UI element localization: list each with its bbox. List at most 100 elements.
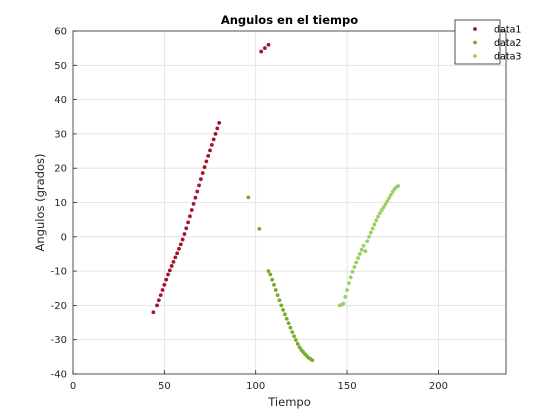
data1-point [177,246,181,251]
data2-point [288,325,293,330]
data3-point [354,260,359,265]
data3-point [390,189,395,194]
data2-point [292,334,296,339]
data1-point [206,153,211,158]
data1-point [215,126,220,131]
data3-point [352,265,357,269]
y-tick-label: 20 [54,164,67,175]
data1-point [171,259,176,264]
data3-point [374,218,379,223]
data1-point [173,255,178,260]
data1-point [197,183,201,188]
y-tick-label: 40 [54,95,67,106]
data2-point [286,321,291,326]
legend-label-data3: data3 [494,52,521,63]
data1-point [158,293,163,298]
data1-point [204,159,209,164]
data2-point [273,288,278,292]
x-tick-label: 200 [429,381,448,392]
data1-point [259,49,264,54]
data1-point [164,277,169,282]
data3-point [343,294,348,299]
data1-point [162,282,167,287]
grid [73,31,506,374]
data3-point [385,199,390,204]
data2-point [297,345,302,350]
data1-point [166,272,170,277]
data2-point [266,269,271,273]
data2-point [270,277,275,282]
data2-point [295,341,300,346]
y-tick-label: -10 [51,267,67,278]
x-tick-label: 0 [70,381,76,392]
data3-point [383,202,388,207]
data2-point [257,227,262,231]
data1-point [151,310,156,315]
data3-point [356,256,360,260]
data2-point [279,303,284,308]
data1-point [217,121,222,125]
legend-marker-data2 [473,40,477,45]
y-axis-label: Angulos (grados) [33,154,47,252]
data3-point [367,234,371,239]
data3-point [361,243,366,248]
data3-point [365,239,370,244]
data1-point [155,303,159,308]
y-tick-label: 10 [54,198,67,209]
data3-point [388,193,393,197]
legend-marker-data3 [473,54,477,58]
data1-point [193,195,198,200]
y-tick-label: 0 [61,232,67,243]
data3-point [387,196,391,200]
legend-label-data1: data1 [494,25,521,36]
data3-point [376,214,381,219]
data2-point [272,282,276,287]
data2-point [277,298,282,303]
data2-point [283,312,287,317]
data1-point [182,232,187,236]
data3-point [341,301,346,306]
y-tick-label: 30 [54,129,67,140]
data1-point [198,177,203,182]
data2-point [284,316,289,321]
y-tick-label: 60 [54,27,67,38]
x-tick-label: 50 [158,381,171,392]
data3-point [359,247,364,252]
data1-point [175,251,180,256]
data2-point [268,272,273,277]
data3-point [346,281,351,286]
data-points [151,42,401,363]
legend-box [454,19,501,65]
data1-point [167,268,172,273]
data1-point [160,288,165,292]
data1-point [208,148,212,153]
data1-point [188,214,192,219]
data3-point [381,205,386,210]
y-tick-label: 50 [54,61,67,72]
data1-point [191,201,196,206]
data1-point [156,298,161,303]
data1-point [213,132,218,136]
data1-point [262,46,267,51]
chart-title: Angulos en el tiempo [221,13,358,27]
y-tick-label: -30 [51,335,67,346]
data3-point [379,208,384,212]
legend-marker-data1 [473,27,477,31]
data1-point [178,242,183,247]
data2-point [293,338,298,342]
ticks: 0 50 100 150 200 -40 -30 -20 -10 0 10 20 30 40 50 60 [51,27,448,393]
y-tick-label: -20 [51,301,67,312]
data3-point [368,230,373,235]
x-tick-label: 150 [338,381,357,392]
data1-point [195,189,200,194]
data2-point [290,330,295,335]
legend: data1 data2 data3 [454,19,521,65]
legend-label-data2: data2 [494,38,521,49]
data1-point [266,42,271,47]
data3-point [348,275,353,280]
data1-point [189,208,194,212]
data1-point [200,171,205,175]
data1-point [180,237,185,242]
data3-point [378,211,382,216]
